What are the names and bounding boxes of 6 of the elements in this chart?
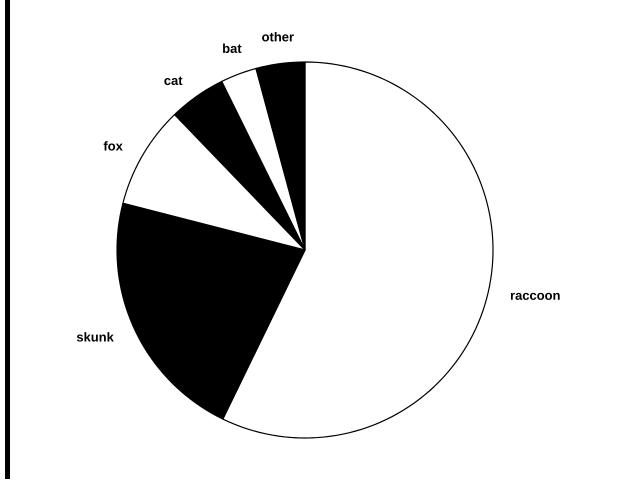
slice-label: skunk <box>76 332 114 342</box>
slice-label: bat <box>223 43 242 54</box>
slice-label: fox <box>104 141 123 151</box>
slice-label: other <box>262 32 294 42</box>
slice-label: cat <box>164 76 182 86</box>
slice-label: raccoon <box>510 292 560 300</box>
